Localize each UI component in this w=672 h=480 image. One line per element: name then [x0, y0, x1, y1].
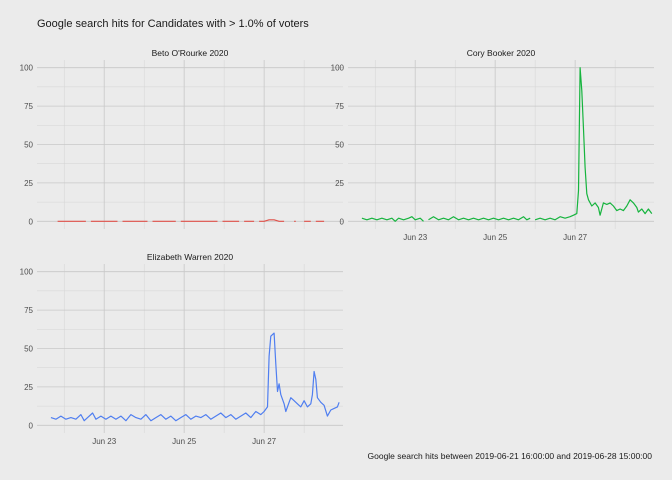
y-tick-label: 0 [29, 217, 34, 226]
facet-strip-label: Elizabeth Warren 2020 [147, 252, 233, 262]
y-tick-label: 100 [20, 268, 34, 277]
series-line [50, 332, 340, 422]
y-tick-label: 75 [24, 306, 33, 315]
series-line [57, 219, 325, 222]
facet-panel: Cory Booker 2020 0 25 50 75 100 Jun 23 Jun 25 Ju… [331, 48, 654, 242]
y-tick-label: 75 [335, 102, 344, 111]
chart-title: Google search hits for Candidates with >… [37, 18, 309, 30]
x-tick-label: Jun 27 [563, 233, 588, 242]
x-tick-label: Jun 23 [92, 437, 117, 446]
series-line [361, 67, 653, 222]
x-tick-label: Jun 23 [403, 233, 428, 242]
y-tick-label: 25 [24, 383, 33, 392]
x-tick-label: Jun 25 [483, 233, 508, 242]
y-tick-label: 75 [24, 102, 33, 111]
y-tick-label: 50 [24, 345, 33, 354]
facet-strip-label: Cory Booker 2020 [467, 48, 536, 58]
y-tick-label: 100 [20, 64, 34, 73]
x-tick-label: Jun 25 [172, 437, 197, 446]
y-tick-label: 100 [331, 64, 345, 73]
chart-caption: Google search hits between 2019-06-21 16… [368, 451, 653, 461]
y-tick-label: 25 [24, 179, 33, 188]
facet-strip-label: Beto O'Rourke 2020 [152, 48, 229, 58]
y-tick-label: 0 [340, 217, 345, 226]
y-tick-label: 0 [29, 421, 34, 430]
y-tick-label: 50 [24, 141, 33, 150]
facet-panel: Elizabeth Warren 2020 0 25 50 75 100 Jun 23 Jun… [20, 252, 343, 446]
facet-panel: Beto O'Rourke 2020 0 25 50 75 100 [20, 48, 343, 229]
y-tick-label: 25 [335, 179, 344, 188]
x-tick-label: Jun 27 [252, 437, 277, 446]
y-tick-label: 50 [335, 141, 344, 150]
